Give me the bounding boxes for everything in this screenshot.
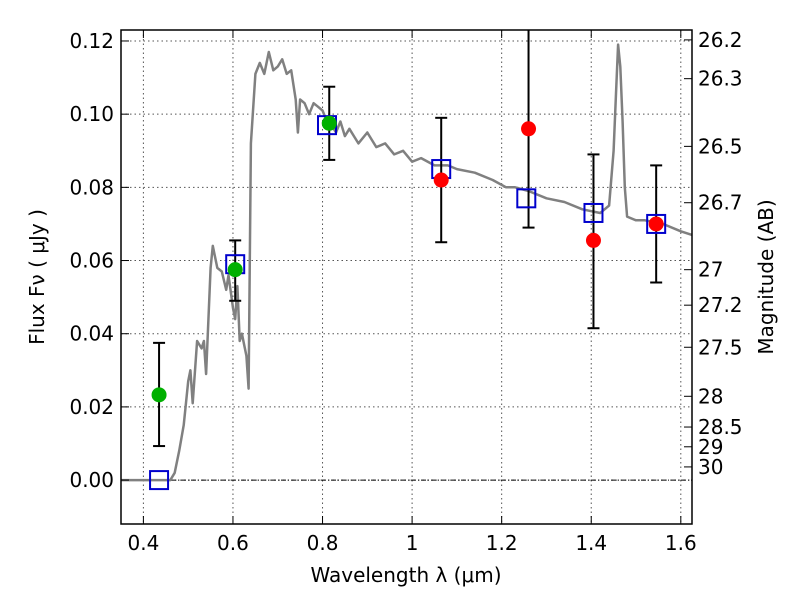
y-tick-label: 0.08 (69, 175, 114, 199)
detection-point (227, 262, 243, 278)
y2-axis-title: Magnitude (AB) (754, 199, 778, 354)
detection-layer (151, 115, 664, 403)
x-tick-label: 0.6 (217, 531, 249, 555)
model-photometry-square (149, 470, 170, 491)
y2-tick-label: 28.5 (698, 415, 743, 439)
detection-point (648, 216, 664, 232)
y2-tick-label: 28 (698, 384, 723, 408)
y2-tick-label: 26.2 (698, 28, 743, 52)
y2-tick-label: 26.5 (698, 134, 743, 158)
detection-point (321, 115, 337, 131)
detection-point (151, 387, 167, 403)
model-photometry-square (646, 213, 667, 234)
y2-tick-label: 27.5 (698, 335, 743, 359)
grid-lines (121, 30, 692, 524)
errorbar-layer (153, 30, 663, 448)
y-tick-label: 0.04 (69, 322, 114, 346)
y-tick-label: 0.12 (69, 29, 114, 53)
model-photometry-square (583, 202, 604, 223)
model-photometry-layer (149, 115, 667, 491)
y-tick-label: 0.02 (69, 395, 114, 419)
model-photometry-square (516, 188, 537, 209)
model-sed-line (121, 43, 693, 482)
x-axis-title: Wavelength λ (μm) (310, 563, 501, 587)
y-tick-label: 0.10 (69, 102, 114, 126)
tick-layer: 0.4 0.6 0.8 1 1.2 1.4 1.6 0.00 0.02 0.04 0.06 0.08 0… (69, 28, 742, 555)
x-tick-label: 1.4 (575, 531, 607, 555)
model-sed-layer (121, 43, 693, 482)
y2-tick-label: 26.7 (698, 191, 743, 215)
y2-tick-label: 30 (698, 455, 723, 479)
y2-tick-label: 26.3 (698, 67, 743, 91)
detection-point (585, 232, 601, 248)
x-tick-label: 0.8 (307, 531, 339, 555)
detection-point (433, 172, 449, 188)
y-axis-title: Flux Fν ( μJy ) (25, 209, 49, 345)
x-tick-label: 1.2 (486, 531, 518, 555)
x-tick-label: 0.4 (127, 531, 159, 555)
x-tick-label: 1.6 (665, 531, 697, 555)
y2-tick-label: 29 (698, 435, 723, 459)
plot-frame (120, 29, 693, 525)
y-tick-label: 0.00 (69, 468, 114, 492)
x-tick-label: 1 (406, 531, 419, 555)
y2-tick-label: 27.2 (698, 293, 743, 317)
detection-point (521, 121, 537, 137)
y2-tick-label: 27 (698, 258, 723, 282)
y-tick-label: 0.06 (69, 249, 114, 273)
